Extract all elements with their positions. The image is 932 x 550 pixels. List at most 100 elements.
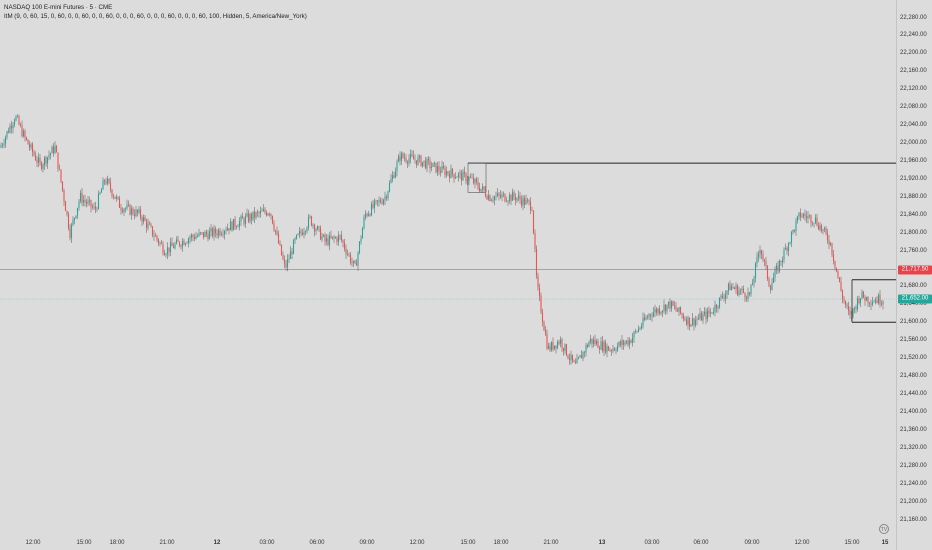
tradingview-logo-icon[interactable]: TV (879, 524, 889, 534)
candle-down (34, 155, 37, 161)
candle-down (498, 193, 500, 196)
candle-down (676, 309, 679, 312)
candle-up (373, 200, 376, 208)
candle-up (135, 209, 137, 216)
candle-down (345, 248, 347, 255)
candle-up (727, 283, 730, 291)
candle-down (168, 247, 170, 253)
candle-down (27, 139, 29, 145)
candle-up (436, 165, 439, 173)
candle-down (340, 235, 343, 241)
candle-up (351, 262, 353, 264)
candle-up (303, 232, 305, 235)
chart-area[interactable] (0, 0, 896, 536)
candle-up (409, 154, 412, 159)
candle-down (81, 192, 83, 203)
candle-up (196, 235, 199, 237)
x-tick-label: 18:00 (109, 540, 125, 546)
candle-down (630, 340, 632, 343)
candle-down (313, 224, 316, 232)
candle-down (460, 172, 463, 181)
candle-down (658, 308, 661, 314)
candle-down (207, 234, 209, 240)
candle-down (679, 307, 682, 314)
time-axis[interactable]: 12:00 15:00 18:00 21:00 12 03:00 06:00 09:00 12:… (0, 536, 896, 550)
candle-down (742, 288, 745, 293)
candle-down (156, 235, 158, 240)
candle-up (441, 165, 443, 173)
candle-up (670, 301, 673, 309)
candle-down (762, 254, 764, 260)
candle-down (85, 201, 88, 204)
candle-up (249, 214, 251, 222)
candle-up (43, 157, 46, 165)
candle-down (849, 310, 851, 315)
candle-up (184, 243, 187, 245)
candle-up (466, 180, 469, 182)
candle-down (405, 158, 407, 162)
candle-up (361, 228, 364, 239)
candle-up (696, 319, 698, 321)
y-tick-label: 21,200.00 (900, 498, 927, 505)
candle-down (538, 287, 541, 297)
candle-up (259, 210, 262, 214)
candle-up (174, 243, 176, 249)
y-tick-label: 21,560.00 (900, 337, 927, 344)
candle-up (16, 116, 19, 118)
candle-up (609, 350, 611, 352)
candle-up (756, 256, 758, 264)
symbol-title[interactable]: NASDAQ 100 E-mini Futures · 5 · CME (4, 4, 113, 11)
candle-down (243, 218, 245, 224)
y-tick-label: 21,920.00 (900, 175, 927, 182)
candle-down (151, 226, 154, 236)
candle-up (229, 221, 232, 231)
candle-down (675, 306, 677, 310)
candle-down (838, 277, 841, 282)
candle-up (445, 171, 448, 176)
candle-up (517, 195, 520, 199)
candle-up (51, 146, 53, 154)
candle-down (241, 216, 244, 219)
candle-down (205, 232, 208, 235)
candle-down (162, 243, 164, 254)
candle-up (364, 213, 367, 218)
candle-down (447, 171, 449, 174)
candle-up (9, 125, 11, 133)
candle-down (862, 291, 865, 298)
candle-down (276, 231, 278, 234)
candle-down (837, 271, 839, 278)
candle-up (585, 345, 587, 353)
candle-up (490, 200, 493, 202)
candle-down (469, 177, 472, 178)
candle-up (346, 253, 349, 255)
price-axis[interactable]: 22,280.00 22,240.00 22,200.00 22,160.00 22,1… (896, 0, 932, 550)
candle-down (280, 244, 283, 256)
candle-up (46, 157, 49, 164)
candle-down (444, 168, 446, 176)
candle-down (558, 341, 560, 344)
candle-up (877, 294, 880, 303)
candle-down (10, 125, 13, 129)
candle-up (559, 339, 562, 344)
candle-up (789, 242, 791, 244)
candle-down (393, 175, 395, 178)
candle-up (717, 307, 719, 309)
candle-up (814, 217, 817, 223)
candle-up (784, 248, 787, 250)
y-tick-label: 22,160.00 (900, 68, 927, 75)
x-tick-label: 21:00 (543, 540, 559, 546)
candle-down (109, 182, 112, 190)
candle-down (526, 199, 529, 201)
price-plot[interactable] (0, 0, 896, 536)
candle-down (721, 295, 724, 298)
candle-down (112, 195, 115, 197)
candle-down (832, 254, 835, 261)
indicator-label[interactable]: ItM (9, 0, 60, 15, 0, 60, 0, 0, 60, 0, 0… (4, 13, 307, 20)
candle-down (330, 235, 332, 238)
candle-down (549, 345, 551, 351)
y-tick-label: 21,600.00 (900, 319, 927, 326)
candle-up (694, 320, 697, 326)
candle-up (295, 234, 298, 239)
candle-down (60, 169, 62, 182)
candle-down (685, 319, 688, 325)
